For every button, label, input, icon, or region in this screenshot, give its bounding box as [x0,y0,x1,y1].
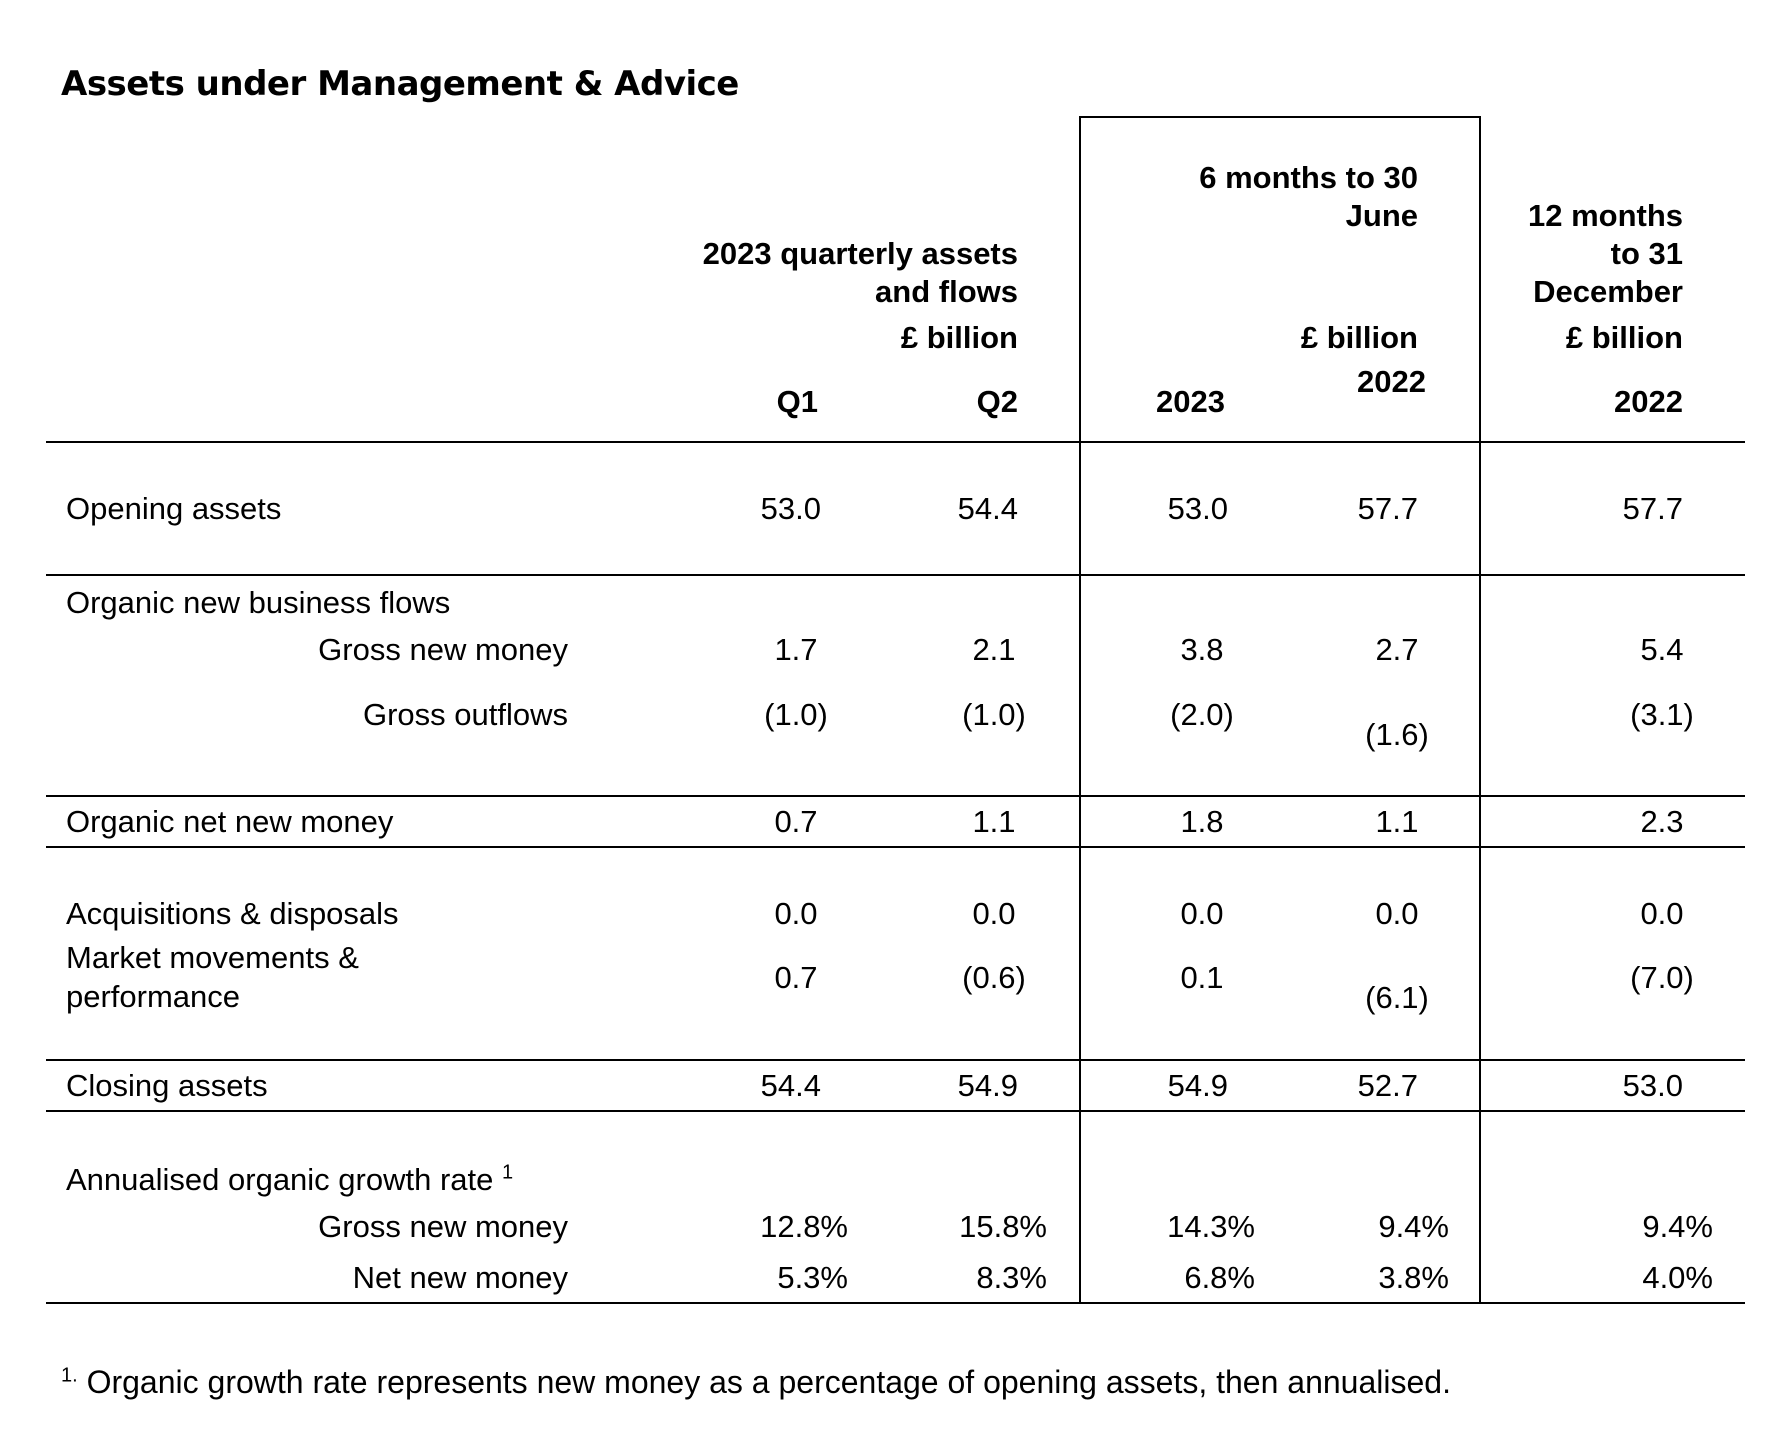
cell: 1.8 [1180,804,1224,839]
row-label-acquisitions-disposals: Acquisitions & disposals [66,896,399,931]
box-top-line [1079,116,1481,118]
twelve-months-header-unit: £ billion [1565,320,1683,355]
cell: 5.4 [1640,632,1684,667]
cell: (6.1) [1365,980,1429,1015]
cell: 57.7 [1622,491,1683,526]
net-top-rule [46,795,1745,797]
cell: 1.7 [774,632,818,667]
cell: 8.3% [976,1260,1047,1295]
row-label-organic-new-business-flows: Organic new business flows [66,585,451,620]
row-label-opening-assets: Opening assets [66,491,282,526]
row-label-growth-gross-new-money: Gross new money [318,1209,568,1244]
cell: 2.7 [1375,632,1419,667]
cell: 0.7 [774,804,818,839]
closing-top-rule [46,1059,1745,1061]
cell: 0.1 [1180,960,1224,995]
page-title: Assets under Management & Advice [61,64,739,104]
column-header-q2: Q2 [976,384,1018,419]
cell: 14.3% [1167,1209,1255,1244]
cell: 57.7 [1357,491,1418,526]
cell: 53.0 [1167,491,1228,526]
cell: 15.8% [959,1209,1047,1244]
cell: (1.0) [764,697,828,732]
row-label-market-movements-line1: Market movements & [66,940,359,975]
cell: 0.0 [774,896,818,931]
vertical-divider-left [1079,116,1081,1304]
cell: 53.0 [1622,1068,1683,1103]
cell: 0.0 [1375,896,1419,931]
cell: 9.4% [1378,1209,1449,1244]
footnote-text: Organic growth rate represents new money… [86,1364,1451,1400]
twelve-months-header-line2: to 31 [1610,236,1683,271]
cell: 2.3 [1640,804,1684,839]
cell: 1.1 [972,804,1016,839]
row-label-gross-new-money: Gross new money [318,632,568,667]
cell: (0.6) [962,960,1026,995]
header-rule [46,441,1745,443]
growth-heading-text: Annualised organic growth rate [66,1162,494,1197]
quarterly-header-line2: and flows [875,274,1018,309]
cell: 0.7 [774,960,818,995]
column-header-2022-twelve-months: 2022 [1614,384,1683,419]
cell: 3.8% [1378,1260,1449,1295]
quarterly-header-line1: 2023 quarterly assets [702,236,1018,271]
cell: 1.1 [1375,804,1419,839]
six-months-header-line2: June [1345,198,1418,233]
column-header-q1: Q1 [776,384,818,419]
six-months-header-unit: £ billion [1300,320,1418,355]
row-label-gross-outflows: Gross outflows [362,697,568,732]
closing-bottom-rule [46,1110,1745,1112]
cell: (7.0) [1630,960,1694,995]
cell: 54.4 [957,491,1018,526]
cell: 5.3% [777,1260,848,1295]
opening-rule [46,574,1745,576]
cell: (3.1) [1630,697,1694,732]
net-bottom-rule [46,846,1745,848]
cell: 6.8% [1184,1260,1255,1295]
vertical-divider-right [1479,116,1481,1304]
cell: 53.0 [760,491,821,526]
cell: 0.0 [972,896,1016,931]
cell: 54.4 [760,1068,821,1103]
cell: 12.8% [760,1209,848,1244]
cell: 9.4% [1642,1209,1713,1244]
footnote-reference: 1 [502,1161,514,1184]
column-header-2022-six-months: 2022 [1357,364,1426,399]
table-bottom-rule [46,1302,1745,1304]
row-label-market-movements-line2: performance [66,979,241,1014]
quarterly-header-unit: £ billion [900,320,1018,355]
column-header-2023-six-months: 2023 [1156,384,1225,419]
row-label-growth-net-new-money: Net new money [352,1260,568,1295]
cell: 54.9 [957,1068,1018,1103]
cell: 4.0% [1642,1260,1713,1295]
cell: (1.0) [962,697,1026,732]
twelve-months-header-line1: 12 months [1527,198,1683,233]
footnote-marker: 1. [61,1364,78,1387]
cell: 54.9 [1167,1068,1228,1103]
footnote: 1. Organic growth rate represents new mo… [61,1364,1451,1401]
cell: (1.6) [1365,717,1429,752]
cell: 0.0 [1640,896,1684,931]
cell: (2.0) [1170,697,1234,732]
six-months-header-line1: 6 months to 30 [1199,160,1418,195]
cell: 52.7 [1357,1068,1418,1103]
cell: 0.0 [1180,896,1224,931]
cell: 2.1 [972,632,1016,667]
row-label-annualised-growth-rate: Annualised organic growth rate 1 [66,1162,513,1198]
twelve-months-header-line3: December [1533,274,1683,309]
row-label-organic-net-new-money: Organic net new money [66,804,394,839]
cell: 3.8 [1180,632,1224,667]
row-label-closing-assets: Closing assets [66,1068,268,1103]
